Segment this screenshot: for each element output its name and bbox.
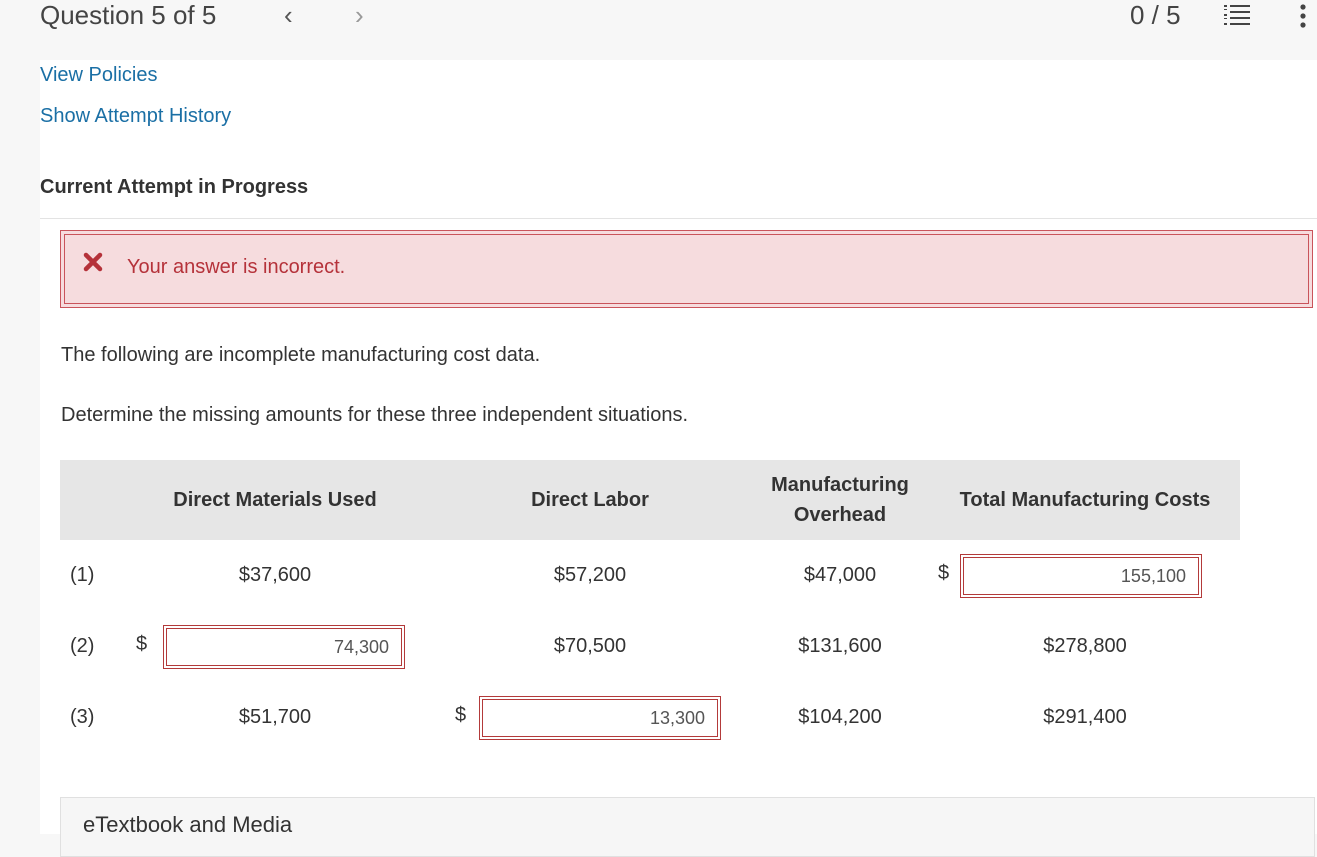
main-content: View Policies Show Attempt History Curre… (40, 60, 1317, 857)
overhead-cell: $131,600 (798, 635, 882, 657)
labor-answer-input[interactable] (482, 699, 718, 737)
table-header-row: Direct Materials Used Direct Labor Manuf… (60, 460, 1240, 540)
header-overhead-line1: Manufacturing (771, 474, 909, 496)
divider (40, 218, 1317, 219)
header-direct-labor: Direct Labor (430, 460, 750, 540)
total-cell: $291,400 (1043, 706, 1127, 728)
total-cell: $ (930, 540, 1240, 611)
close-icon (83, 251, 103, 279)
total-answer-box (960, 554, 1202, 598)
dollar-sign: $ (136, 633, 148, 655)
alert-inner-border (64, 234, 1309, 304)
etextbook-label: eTextbook and Media (83, 812, 293, 837)
more-vertical-icon[interactable] (1298, 4, 1308, 28)
top-bar: Question 5 of 5 ‹ › 0 / 5 (0, 0, 1317, 60)
table-row: (3) $51,700 $ $104,200 $291,400 (60, 682, 1240, 753)
materials-answer-input[interactable] (166, 628, 402, 666)
header-total-costs: Total Manufacturing Costs (930, 460, 1240, 540)
labor-cell: $ (430, 682, 750, 753)
table-row: (1) $37,600 $57,200 $47,000 $ (60, 540, 1240, 611)
dollar-sign: $ (938, 562, 950, 584)
materials-answer-box (163, 625, 405, 669)
labor-input-wrap: $ (430, 682, 750, 753)
numbered-list-icon[interactable] (1224, 4, 1252, 26)
next-question-button[interactable]: › (355, 0, 364, 30)
labor-cell: $70,500 (553, 635, 627, 657)
alert-message: Your answer is incorrect. (127, 256, 346, 278)
header-manufacturing-overhead: Manufacturing Overhead (750, 460, 930, 540)
score-display: 0 / 5 (1130, 0, 1181, 30)
incorrect-alert: Your answer is incorrect. (60, 230, 1313, 308)
overhead-cell: $47,000 (803, 564, 877, 586)
table-row: (2) $ $70,500 $131,600 $278,800 (60, 611, 1240, 682)
total-cell: $278,800 (1043, 635, 1127, 657)
materials-cell: $ (120, 611, 430, 682)
header-blank (60, 460, 120, 540)
question-instruction: Determine the missing amounts for these … (61, 404, 689, 426)
total-answer-input[interactable] (963, 557, 1199, 595)
row-label: (2) (70, 635, 95, 657)
row-label: (3) (70, 706, 95, 728)
labor-cell: $57,200 (553, 564, 627, 586)
previous-question-button[interactable]: ‹ (284, 0, 293, 30)
attempt-history-link[interactable]: Show Attempt History (40, 105, 232, 127)
cost-data-table: Direct Materials Used Direct Labor Manuf… (60, 460, 1240, 753)
attempt-heading: Current Attempt in Progress (40, 176, 309, 198)
etextbook-panel[interactable]: eTextbook and Media (60, 797, 1315, 857)
row-label: (1) (70, 564, 95, 586)
question-intro: The following are incomplete manufacturi… (61, 344, 541, 366)
overhead-cell: $104,200 (798, 706, 882, 728)
materials-cell: $37,600 (238, 564, 312, 586)
dollar-sign: $ (455, 704, 467, 726)
question-counter: Question 5 of 5 (40, 0, 217, 30)
view-policies-link[interactable]: View Policies (40, 64, 158, 86)
total-input-wrap: $ (930, 540, 1240, 611)
header-direct-materials: Direct Materials Used (120, 460, 430, 540)
materials-cell: $51,700 (238, 706, 312, 728)
materials-input-wrap: $ (120, 611, 430, 682)
header-overhead-line2: Overhead (793, 504, 887, 526)
labor-answer-box (479, 696, 721, 740)
